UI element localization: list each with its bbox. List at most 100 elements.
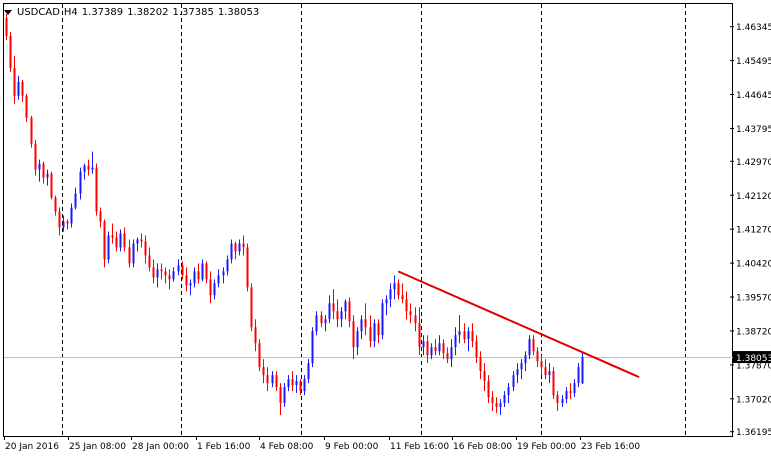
candle — [328, 295, 331, 324]
candle-body — [328, 303, 331, 320]
chart-menu-triangle-icon[interactable] — [4, 9, 12, 15]
current-price-box — [733, 351, 771, 364]
candle-body — [507, 387, 510, 396]
candle — [132, 239, 135, 268]
candle — [377, 319, 380, 344]
candle — [422, 335, 425, 356]
candle — [315, 311, 318, 336]
candle — [430, 343, 433, 360]
candle — [405, 291, 408, 320]
candle — [168, 269, 171, 290]
time-tick-label: 23 Feb 16:00 — [581, 442, 640, 452]
candle — [266, 367, 269, 392]
candle — [25, 93, 28, 122]
candle-body — [467, 331, 470, 340]
candle-body — [487, 381, 490, 398]
candle — [360, 315, 363, 340]
time-tick-label: 4 Feb 08:00 — [260, 442, 314, 452]
candle — [491, 391, 494, 412]
time-tick-label: 1 Feb 16:00 — [197, 442, 251, 452]
candle-body — [177, 265, 180, 272]
candle-body — [446, 353, 449, 360]
candle — [13, 55, 16, 104]
candle-body — [536, 351, 539, 362]
candle-body — [344, 301, 347, 312]
candle — [434, 339, 437, 356]
candle — [79, 167, 82, 200]
candle — [205, 261, 208, 284]
candle-body — [58, 211, 61, 228]
candle-body — [283, 387, 286, 404]
candle-body — [164, 271, 167, 276]
candle — [307, 359, 310, 384]
candle — [34, 139, 37, 176]
candle — [552, 367, 555, 400]
candle — [164, 267, 167, 284]
candle — [42, 161, 45, 184]
candle-body — [209, 279, 212, 296]
candle-body — [99, 211, 102, 222]
candle-body — [79, 171, 82, 194]
candle — [414, 307, 417, 332]
candle-body — [46, 173, 49, 178]
candle — [556, 391, 559, 412]
candle-body — [356, 331, 359, 348]
candle — [463, 323, 466, 344]
candle — [442, 339, 445, 360]
candle-body — [144, 241, 147, 256]
candle-body — [324, 319, 327, 324]
candle-body — [107, 235, 110, 260]
candle — [364, 303, 367, 336]
candle-body — [311, 331, 314, 364]
candle — [115, 231, 118, 252]
candle-body — [91, 167, 94, 170]
candle-body — [307, 363, 310, 380]
price-tick-label: 1.37020 — [736, 395, 771, 405]
candle — [385, 295, 388, 316]
candle-body — [193, 271, 196, 284]
candle — [565, 387, 568, 404]
candle-body — [34, 143, 37, 170]
candle-body — [258, 343, 261, 368]
candle-body — [442, 343, 445, 354]
candle-body — [397, 283, 400, 296]
candle — [201, 259, 204, 282]
candle-body — [491, 397, 494, 404]
price-tick-label: 1.37870 — [736, 361, 771, 371]
candle-body — [9, 35, 12, 68]
candle-body — [5, 17, 8, 36]
candle — [450, 339, 453, 368]
candle-body — [426, 341, 429, 356]
candle-body — [201, 263, 204, 280]
candle-body — [103, 221, 106, 260]
candle-body — [13, 67, 16, 96]
candle — [487, 375, 490, 404]
candle-body — [373, 323, 376, 342]
candle-body — [463, 331, 466, 340]
candle-body — [148, 255, 151, 268]
candle-body — [381, 303, 384, 336]
candle — [222, 267, 225, 284]
candle — [258, 339, 261, 372]
candle-body — [54, 197, 57, 212]
candle-body — [389, 289, 392, 300]
candle — [311, 327, 314, 368]
candle-body — [172, 271, 175, 280]
candle-body — [503, 395, 506, 404]
candle-body — [405, 299, 408, 312]
candle-body — [340, 311, 343, 320]
grid-layer — [3, 3, 733, 437]
candle-body — [136, 239, 139, 244]
time-tick-label: 25 Jan 08:00 — [69, 442, 126, 452]
candle-body — [279, 387, 282, 404]
chart-header: USDCAD H4 1.37389 1.38202 1.37385 1.3805… — [4, 5, 259, 19]
candle — [83, 163, 86, 180]
candle-body — [320, 315, 323, 324]
candle — [21, 79, 24, 102]
candle — [238, 239, 241, 256]
candle — [226, 255, 229, 276]
candle-body — [140, 239, 143, 242]
candle-body — [483, 371, 486, 382]
